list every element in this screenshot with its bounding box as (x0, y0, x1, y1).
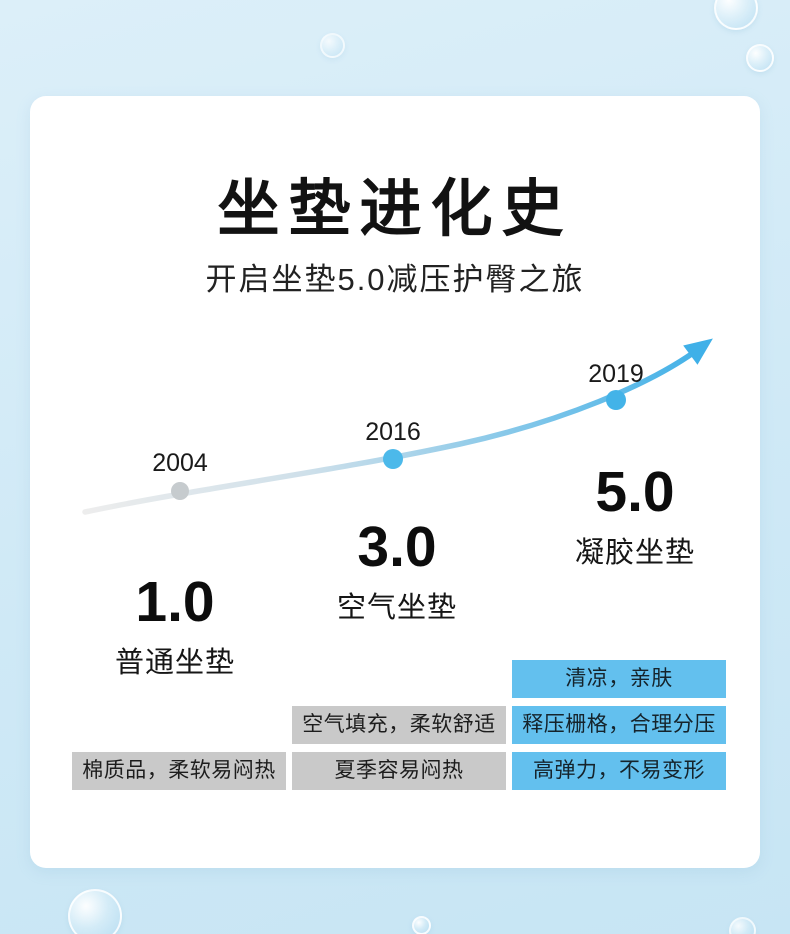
bubble-icon (412, 916, 431, 934)
stage-1-name: 普通坐垫 (114, 647, 235, 679)
stage-1: 1.0 普通坐垫 (75, 574, 275, 681)
feature-box-stage3-2: 释压栅格，合理分压 (512, 706, 726, 744)
feature-box-stage1-1: 棉质品，柔软易闷热 (72, 752, 286, 790)
page-subtitle: 开启坐垫5.0减压护臀之旅 (205, 262, 585, 297)
stage-3: 5.0 凝胶坐垫 (535, 464, 735, 571)
stage-2: 3.0 空气坐垫 (297, 519, 497, 626)
feature-box-stage2-1: 空气填充，柔软舒适 (292, 706, 506, 744)
stage-3-version: 5.0 (595, 460, 675, 524)
feature-box-stage3-1: 清凉，亲肤 (512, 660, 726, 698)
bubble-icon (746, 44, 774, 72)
feature-box-stage2-2: 夏季容易闷热 (292, 752, 506, 790)
year-label-2019: 2019 (588, 360, 644, 388)
page-title: 坐垫进化史 (217, 175, 573, 244)
stage-1-version: 1.0 (135, 570, 215, 634)
year-label-2004: 2004 (152, 449, 208, 477)
stage-3-name: 凝胶坐垫 (574, 537, 695, 569)
stage-2-version: 3.0 (357, 515, 437, 579)
bubble-icon (714, 0, 758, 30)
bubble-icon (320, 33, 345, 58)
bubble-icon (729, 917, 756, 934)
year-label-2016: 2016 (365, 418, 421, 446)
feature-box-stage3-3: 高弹力，不易变形 (512, 752, 726, 790)
bubble-icon (68, 889, 122, 934)
stage-2-name: 空气坐垫 (336, 592, 457, 624)
